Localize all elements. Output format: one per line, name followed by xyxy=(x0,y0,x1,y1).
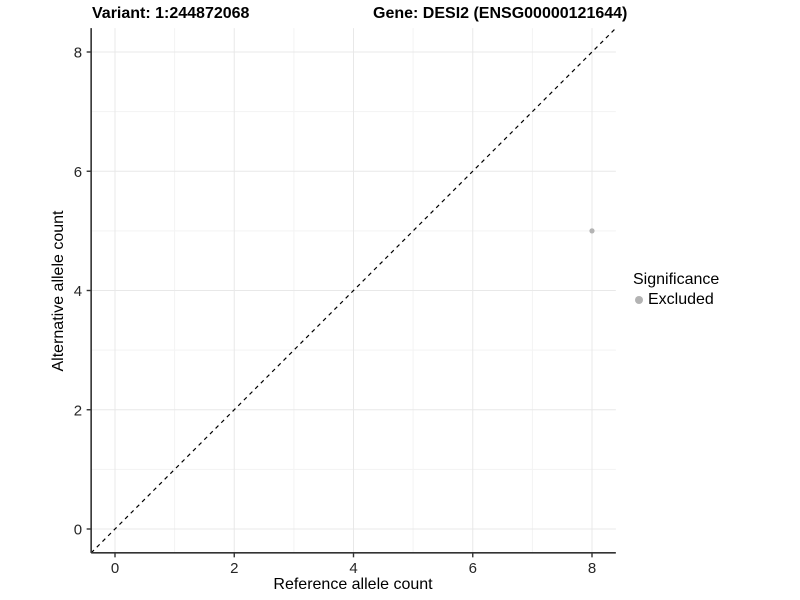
x-tick-label: 0 xyxy=(111,560,119,577)
x-tick-label: 8 xyxy=(588,560,596,577)
x-axis-title: Reference allele count xyxy=(273,576,433,593)
y-tick-label: 8 xyxy=(74,45,82,62)
legend-point-icon xyxy=(635,296,643,304)
y-tick-label: 2 xyxy=(74,402,82,419)
y-tick-label: 0 xyxy=(74,522,82,539)
legend-title: Significance xyxy=(633,271,720,288)
plot-title-variant: Variant: 1:244872068 xyxy=(92,5,250,22)
x-tick-label: 6 xyxy=(469,560,477,577)
legend-item-label: Excluded xyxy=(648,291,714,308)
identity-reference-line xyxy=(90,27,617,554)
legend: Significance Excluded xyxy=(631,271,719,309)
legend-item-excluded: Excluded xyxy=(631,291,719,309)
x-tick-label: 2 xyxy=(230,560,238,577)
y-axis-title: Alternative allele count xyxy=(50,210,67,372)
plot-title-gene: Gene: DESI2 (ENSG00000121644) xyxy=(373,5,628,22)
data-point xyxy=(589,228,595,234)
y-tick-label: 4 xyxy=(74,283,82,300)
y-tick-label: 6 xyxy=(74,164,82,181)
x-tick-label: 4 xyxy=(349,560,357,577)
